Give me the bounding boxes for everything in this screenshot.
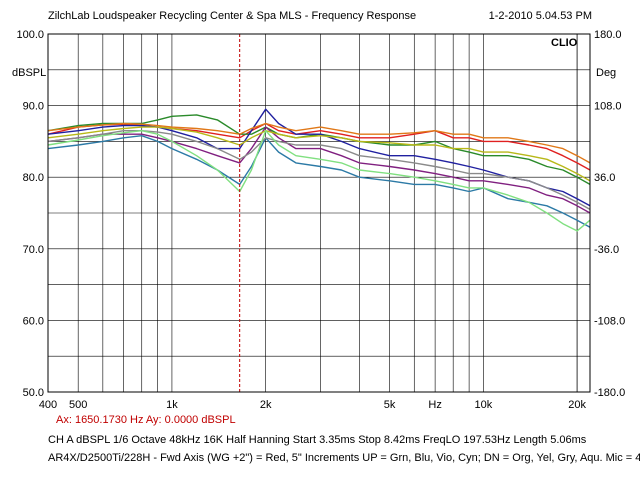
y2-tick-label: 180.0	[594, 29, 622, 41]
cursor-readout: Ax: 1650.1730 Hz Ay: 0.0000 dBSPL	[56, 414, 236, 426]
y-tick-label: 90.0	[23, 101, 44, 113]
y-tick-label: 70.0	[23, 244, 44, 256]
x-tick-label: 10k	[474, 399, 492, 411]
series-line-orange	[47, 122, 591, 164]
y-tick-label: 50.0	[23, 387, 44, 399]
chart-header-title: ZilchLab Loudspeaker Recycling Center & …	[48, 10, 417, 22]
x-tick-label: Hz	[428, 399, 441, 411]
series-line-cyan	[47, 135, 591, 228]
clio-brand-label: CLIO	[551, 37, 578, 49]
y2-tick-label: -180.0	[594, 387, 625, 399]
x-tick-label: 5k	[384, 399, 396, 411]
measurement-status-line: CH A dBSPL 1/6 Octave 48kHz 16K Half Han…	[48, 434, 587, 446]
x-tick-label: 500	[69, 399, 87, 411]
series-line-gray	[47, 130, 591, 211]
chart-header-datetime: 1-2-2010 5.04.53 PM	[488, 10, 592, 22]
y2-tick-label: 108.0	[594, 101, 622, 113]
chart-grid	[48, 34, 590, 392]
x-tick-label: 20k	[568, 399, 586, 411]
chart-caption: AR4X/D2500Ti/228H - Fwd Axis (WG +2") = …	[48, 452, 640, 464]
series-line-aqua	[47, 130, 591, 232]
plot-frame	[47, 33, 591, 393]
chart-axis-labels: 100.0 90.0 80.0 70.0 60.0 50.0 180.0 108.0 36.0 -…	[12, 29, 625, 411]
y2-tick-label: 36.0	[594, 172, 615, 184]
x-tick-label: 400	[39, 399, 57, 411]
series-line-yellow	[47, 126, 591, 182]
y-tick-label: 100.0	[16, 29, 44, 41]
series-line-violet	[47, 126, 591, 214]
y2-tick-label: -36.0	[594, 244, 619, 256]
y2-tick-label: -108.0	[594, 315, 625, 327]
y-axis-label: dBSPL	[12, 67, 46, 79]
chart-series-group	[47, 108, 591, 232]
x-tick-label: 2k	[260, 399, 272, 411]
x-tick-label: 1k	[166, 399, 178, 411]
y-tick-label: 80.0	[23, 172, 44, 184]
y2-axis-label: Deg	[596, 67, 616, 79]
y-tick-label: 60.0	[23, 315, 44, 327]
